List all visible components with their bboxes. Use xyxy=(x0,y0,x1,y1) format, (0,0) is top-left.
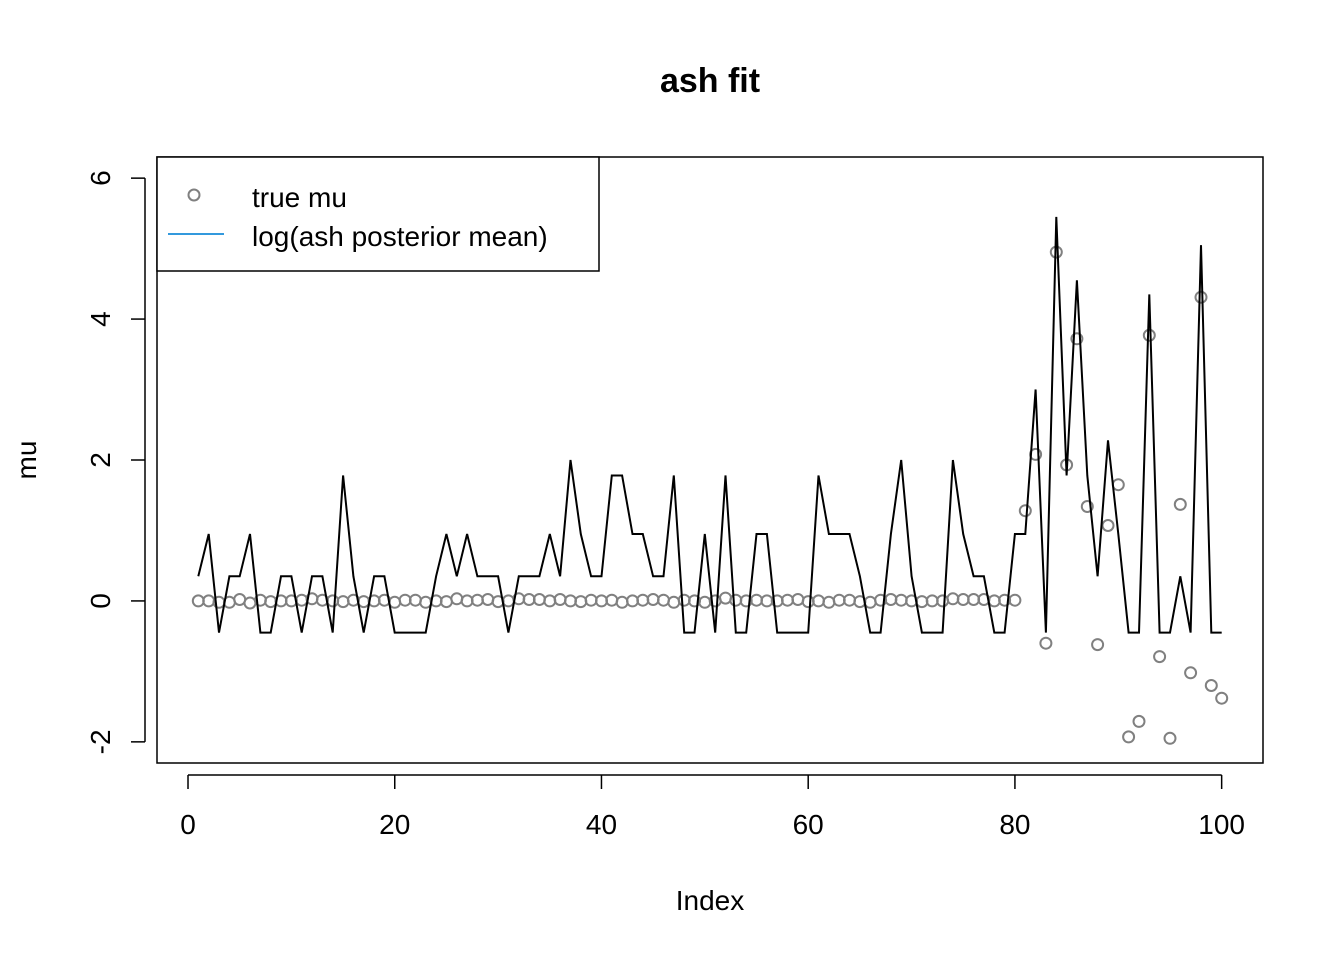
x-tick-label-2: 40 xyxy=(586,809,617,840)
y-tick-label-0: -2 xyxy=(85,729,116,754)
data-point-81 xyxy=(1018,504,1032,518)
data-point-88 xyxy=(1091,638,1105,652)
y-tick-label-3: 4 xyxy=(85,311,116,327)
data-layer xyxy=(191,216,1229,745)
data-point-99 xyxy=(1204,679,1218,692)
y-tick-label-2: 2 xyxy=(85,452,116,468)
data-point-91 xyxy=(1122,730,1136,744)
data-point-80 xyxy=(1008,593,1022,607)
y-axis-label: mu xyxy=(11,441,42,480)
data-point-89 xyxy=(1101,519,1115,532)
data-point-86 xyxy=(1070,332,1084,346)
x-tick-label-5: 100 xyxy=(1198,809,1245,840)
x-tick-label-4: 80 xyxy=(999,809,1030,840)
data-point-100 xyxy=(1215,691,1229,705)
plot-frame xyxy=(156,156,1264,764)
chart-title: ash fit xyxy=(660,62,760,100)
legend-label-true-mu: true mu xyxy=(252,182,347,213)
series-line-posterior-mean xyxy=(197,216,1222,634)
legend-marker-true-mu xyxy=(187,188,201,202)
data-point-96 xyxy=(1173,497,1187,511)
axes-layer: 0 20 40 60 80 100 -2 0 2 4 6 xyxy=(85,170,1245,840)
data-point-94 xyxy=(1153,650,1167,664)
y-tick-label-4: 6 xyxy=(85,170,116,186)
data-point-83 xyxy=(1039,636,1053,650)
data-point-97 xyxy=(1184,666,1198,680)
x-tick-label-0: 0 xyxy=(180,809,196,840)
data-point-92 xyxy=(1132,714,1146,728)
data-point-98 xyxy=(1194,290,1208,304)
x-tick-label-1: 20 xyxy=(379,809,410,840)
x-tick-label-3: 60 xyxy=(793,809,824,840)
legend: true mu log(ash posterior mean) xyxy=(156,156,600,272)
x-axis-label: Index xyxy=(676,885,745,916)
legend-label-posterior-mean: log(ash posterior mean) xyxy=(252,221,548,252)
data-point-93 xyxy=(1142,328,1156,342)
legend-box xyxy=(156,156,600,272)
data-point-87 xyxy=(1080,500,1094,513)
data-point-95 xyxy=(1163,731,1177,745)
y-tick-label-1: 0 xyxy=(85,593,116,609)
